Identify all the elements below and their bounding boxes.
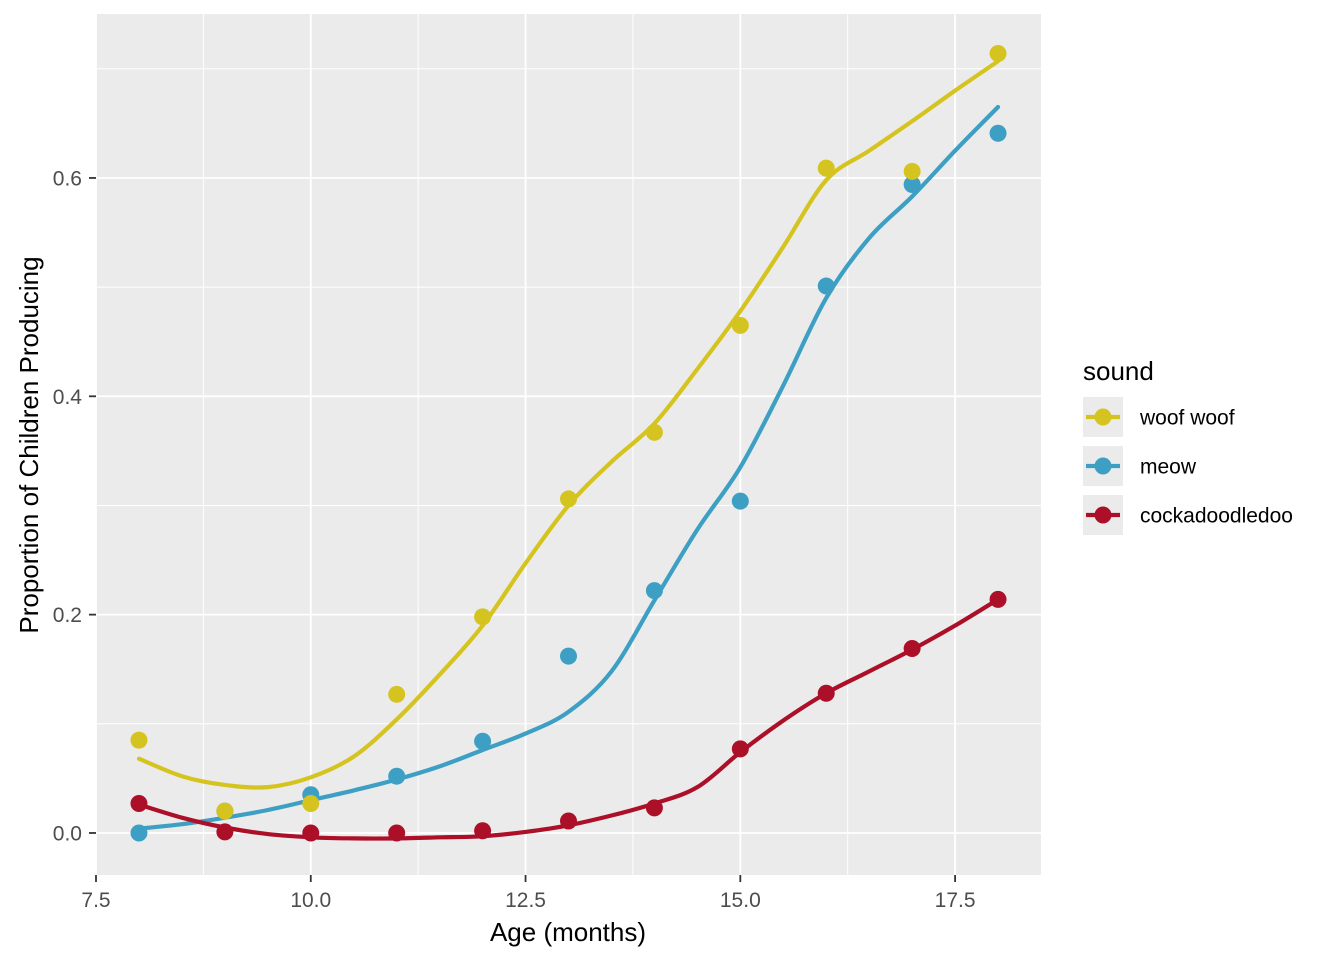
data-point-cockadoodledoo bbox=[731, 740, 749, 758]
data-point-cockadoodledoo bbox=[216, 823, 234, 841]
data-point-meow bbox=[645, 582, 663, 600]
data-point-woof-woof bbox=[817, 159, 835, 177]
legend: sound woof woof meow cockadoodledoo bbox=[1083, 356, 1293, 535]
data-point-cockadoodledoo bbox=[817, 684, 835, 702]
data-point-woof-woof bbox=[130, 731, 148, 749]
x-tick-label: 10.0 bbox=[290, 889, 331, 912]
legend-item-label: cockadoodledoo bbox=[1140, 505, 1293, 528]
data-point-cockadoodledoo bbox=[388, 824, 406, 842]
y-tick-label: 0.2 bbox=[53, 604, 82, 627]
data-point-woof-woof bbox=[216, 802, 234, 820]
legend-title: sound bbox=[1083, 356, 1154, 386]
data-point-cockadoodledoo bbox=[130, 794, 148, 812]
data-point-cockadoodledoo bbox=[474, 822, 492, 840]
legend-item-woof-woof: woof woof bbox=[1083, 397, 1235, 437]
data-point-woof-woof bbox=[645, 423, 663, 441]
legend-key-point bbox=[1094, 506, 1112, 524]
data-point-meow bbox=[560, 647, 577, 665]
x-tick-label: 15.0 bbox=[720, 889, 761, 912]
y-axis: 0.0 0.2 0.4 0.6 bbox=[53, 167, 96, 845]
x-axis: 7.5 10.0 12.5 15.0 17.5 bbox=[81, 875, 976, 912]
data-point-cockadoodledoo bbox=[989, 590, 1007, 608]
data-point-meow bbox=[388, 767, 406, 785]
data-point-cockadoodledoo bbox=[903, 639, 921, 657]
data-point-woof-woof bbox=[302, 794, 320, 812]
data-points bbox=[130, 45, 1007, 842]
y-tick-label: 0.0 bbox=[53, 822, 82, 845]
x-tick-label: 17.5 bbox=[935, 889, 976, 912]
data-point-woof-woof bbox=[989, 45, 1007, 63]
data-point-woof-woof bbox=[731, 316, 749, 334]
y-tick-label: 0.6 bbox=[53, 167, 82, 190]
legend-item-label: woof woof bbox=[1139, 407, 1235, 430]
x-axis-title: Age (months) bbox=[490, 917, 646, 947]
data-point-woof-woof bbox=[903, 162, 921, 180]
data-point-woof-woof bbox=[474, 608, 492, 626]
x-tick-label: 7.5 bbox=[81, 889, 110, 912]
data-point-cockadoodledoo bbox=[302, 824, 320, 842]
legend-key-point bbox=[1094, 457, 1112, 475]
data-point-meow bbox=[731, 492, 749, 510]
data-point-meow bbox=[989, 124, 1007, 142]
data-point-cockadoodledoo bbox=[645, 799, 663, 817]
legend-item-cockadoodledoo: cockadoodledoo bbox=[1083, 495, 1293, 535]
data-point-meow bbox=[130, 824, 148, 842]
y-axis-title: Proportion of Children Producing bbox=[14, 256, 44, 633]
data-point-meow bbox=[817, 277, 835, 295]
data-point-cockadoodledoo bbox=[560, 812, 577, 830]
legend-items: woof woof meow cockadoodledoo bbox=[1083, 397, 1293, 535]
data-point-meow bbox=[903, 176, 921, 194]
legend-item-meow: meow bbox=[1083, 446, 1197, 486]
x-tick-label: 12.5 bbox=[505, 889, 546, 912]
data-point-woof-woof bbox=[388, 685, 406, 703]
smooth-line-meow bbox=[136, 104, 1001, 831]
plot-panel bbox=[96, 14, 1041, 875]
legend-item-label: meow bbox=[1140, 456, 1197, 479]
legend-key-point bbox=[1094, 408, 1112, 426]
data-point-woof-woof bbox=[560, 490, 577, 508]
data-point-meow bbox=[474, 732, 492, 750]
y-tick-label: 0.4 bbox=[53, 386, 83, 409]
